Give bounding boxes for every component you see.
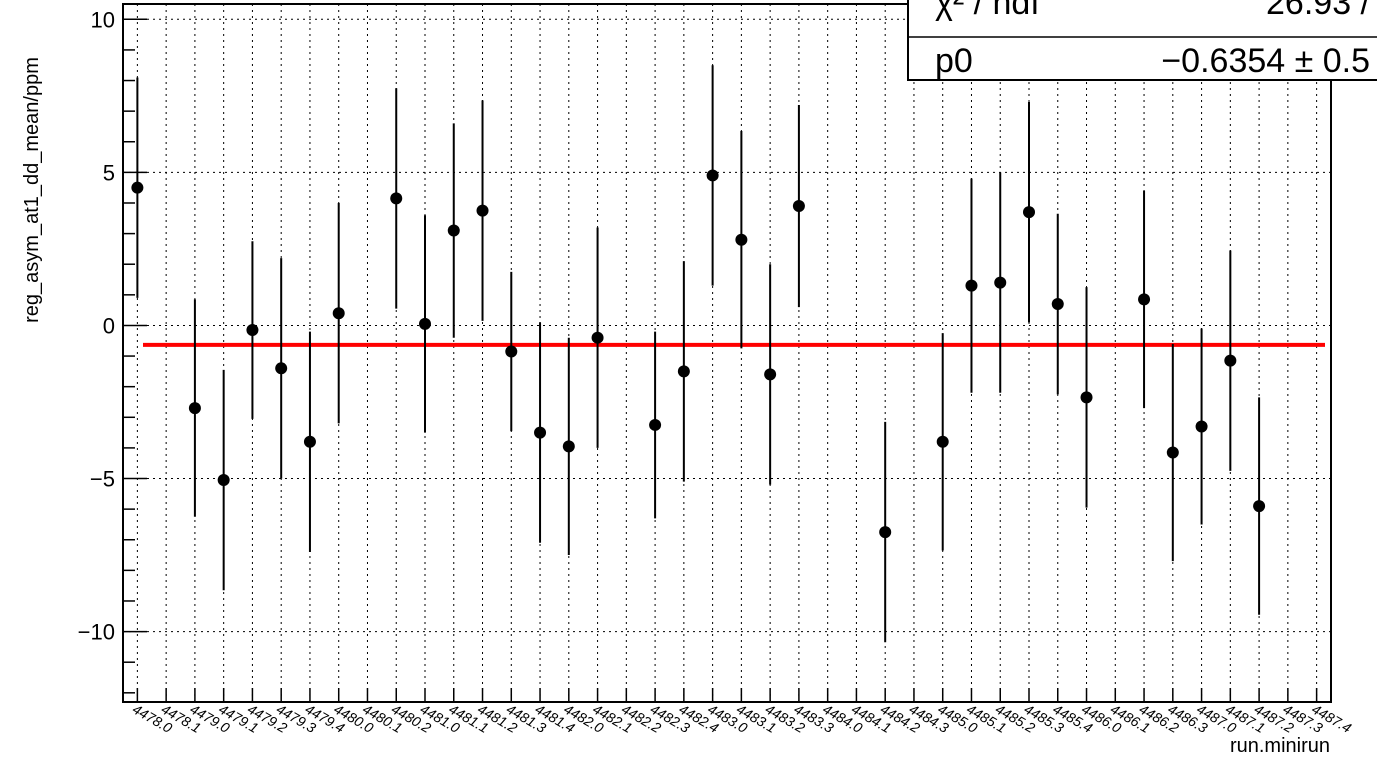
data-point	[505, 345, 518, 358]
y-axis: −10 −5 0 5 10	[78, 7, 147, 694]
x-axis-title: run.minirun	[1230, 735, 1330, 757]
data-point	[275, 362, 288, 375]
stats-box: χ² / ndf 26.93 / p0 −0.6354 ± 0.5	[907, 0, 1377, 81]
data-point	[390, 192, 403, 205]
data-point	[246, 324, 259, 337]
data-point	[476, 204, 489, 217]
data-point	[735, 233, 748, 246]
y-tick-label: −10	[78, 620, 115, 645]
data-point	[792, 200, 805, 213]
data-point	[1138, 293, 1151, 306]
data-point	[591, 331, 604, 344]
data-point	[1253, 500, 1266, 513]
data-point	[188, 402, 201, 415]
data-point	[1224, 354, 1237, 367]
data-point	[965, 279, 978, 292]
data-point	[1051, 298, 1064, 311]
stats-chi2-label: χ² / ndf	[935, 0, 1040, 22]
data-point	[1080, 391, 1093, 404]
y-tick-label: 0	[103, 313, 115, 338]
data-points	[131, 65, 1266, 643]
data-point	[1023, 206, 1035, 219]
data-point	[447, 224, 460, 237]
data-point	[764, 368, 777, 381]
data-point	[131, 181, 144, 194]
data-point	[303, 435, 316, 448]
plot-frame	[122, 3, 1332, 703]
data-point	[879, 526, 892, 539]
data-point	[706, 169, 719, 182]
y-tick-label: −5	[90, 467, 115, 492]
data-point	[332, 307, 345, 320]
y-axis-title: reg_asym_at1_dd_mean/ppm	[21, 57, 43, 323]
data-point	[649, 418, 662, 431]
data-point	[1195, 420, 1208, 433]
data-point	[534, 426, 547, 439]
stats-p0-label: p0	[935, 42, 973, 80]
y-tick-label: 5	[103, 160, 115, 185]
data-point	[419, 317, 431, 330]
data-point	[562, 440, 575, 453]
data-point	[1166, 446, 1179, 459]
data-point	[217, 474, 230, 487]
y-tick-label: 10	[91, 7, 115, 32]
data-point	[994, 276, 1007, 289]
data-point	[936, 435, 949, 448]
stats-p0-value: −0.6354 ± 0.5	[1161, 42, 1370, 80]
data-point	[677, 365, 690, 378]
stats-chi2-value: 26.93 /	[1266, 0, 1371, 22]
